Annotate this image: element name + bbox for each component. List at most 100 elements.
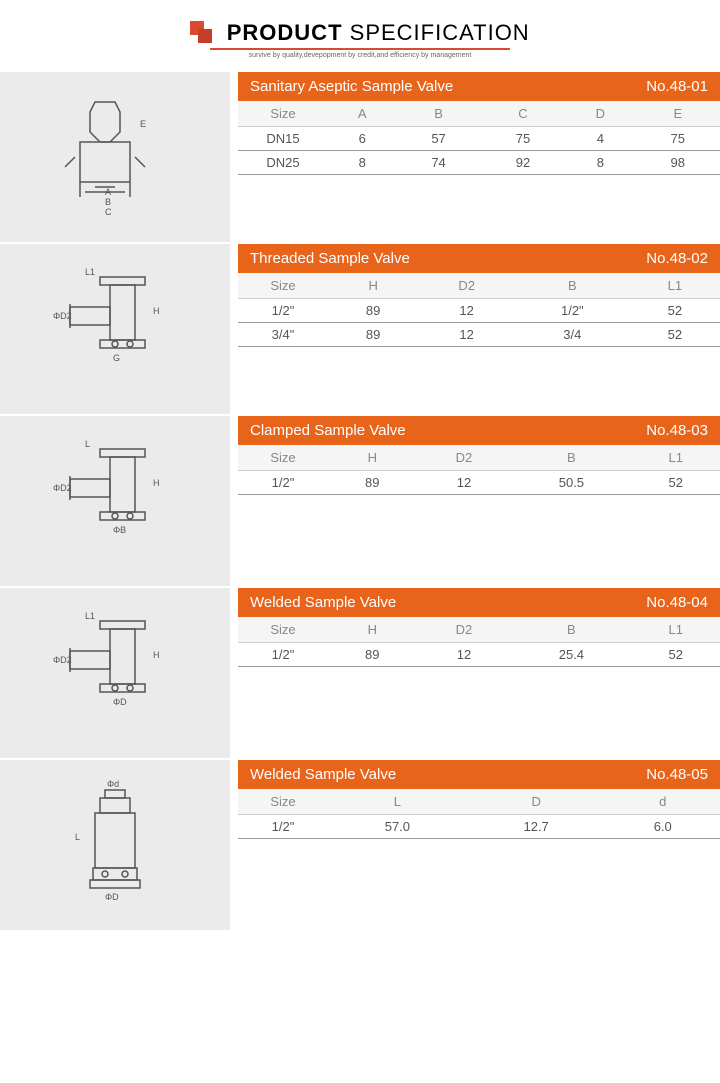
spec-table: Welded Sample Valve No.48-04 SizeHD2BL1 … [238,588,720,758]
column-header: B [396,101,480,127]
logo-subtitle: survive by quality,devepopment by credit… [190,52,529,59]
svg-text:H: H [153,478,160,488]
column-header: H [328,617,417,643]
svg-text:ΦD2: ΦD2 [53,655,72,665]
column-header: H [328,273,418,299]
table-cell: 75 [481,127,565,151]
table-cell: 75 [636,127,720,151]
logo-text: PRODUCT SPECIFICATION [227,20,530,46]
spec-title-bar: Clamped Sample Valve No.48-03 [238,416,720,445]
table-row: DN2587492898 [238,151,720,175]
spec-number: No.48-04 [646,594,708,611]
column-header: L1 [631,617,720,643]
svg-text:G: G [113,353,120,363]
table-cell: 1/2" [238,471,328,495]
column-header: D2 [417,617,512,643]
table-cell: 50.5 [511,471,631,495]
table-cell: 57 [396,127,480,151]
spec-table: Welded Sample Valve No.48-05 SizeLDd 1/2… [238,760,720,930]
svg-text:ΦB: ΦB [113,525,126,535]
spec-title: Sanitary Aseptic Sample Valve [250,78,453,95]
table-cell: 1/2" [238,643,328,667]
table-cell: DN25 [238,151,328,175]
column-header: B [515,273,630,299]
svg-text:L: L [75,832,80,842]
column-header: D [467,789,606,815]
column-header: Size [238,445,328,471]
spec-section: Φd L ΦD Welded Sample Valve No.48-05 Siz… [0,760,720,930]
spec-title-bar: Welded Sample Valve No.48-05 [238,760,720,789]
column-header: Size [238,617,328,643]
spec-number: No.48-02 [646,250,708,267]
svg-text:H: H [153,306,160,316]
table-row: DN1565775475 [238,127,720,151]
spec-title: Welded Sample Valve [250,594,396,611]
svg-text:C: C [105,207,112,217]
table-cell: 1/2" [515,299,630,323]
column-header: B [511,445,631,471]
diagram-box: L ΦD2 H ΦB [0,416,230,586]
svg-text:ΦD: ΦD [113,697,127,707]
column-header: Size [238,101,328,127]
spec-section: L ΦD2 H ΦB Clamped Sample Valve No.48-03… [0,416,720,586]
table-cell: DN15 [238,127,328,151]
table-cell: 6.0 [606,815,720,839]
diagram-box: Φd L ΦD [0,760,230,930]
spec-section: L1 ΦD2 H G Threaded Sample Valve No.48-0… [0,244,720,414]
spec-title-bar: Sanitary Aseptic Sample Valve No.48-01 [238,72,720,101]
table-cell: 57.0 [328,815,467,839]
table-cell: 12 [417,471,512,495]
table-cell: 1/2" [238,299,328,323]
table-cell: 74 [396,151,480,175]
column-header: Size [238,273,328,299]
column-header: d [606,789,720,815]
table-cell: 3/4 [515,323,630,347]
column-header: L1 [630,273,720,299]
spec-number: No.48-05 [646,766,708,783]
table-cell: 52 [631,471,720,495]
svg-text:ΦD: ΦD [105,892,119,902]
table-cell: 89 [328,299,418,323]
svg-text:B: B [105,197,111,207]
column-header: C [481,101,565,127]
svg-text:Φd: Φd [107,779,119,789]
spec-title: Threaded Sample Valve [250,250,410,267]
svg-text:E: E [140,119,146,129]
column-header: L [328,789,467,815]
table-row: 1/2"57.012.76.0 [238,815,720,839]
table-row: 1/2"891225.452 [238,643,720,667]
diagram-box: A B C E [0,72,230,242]
spec-section: A B C E Sanitary Aseptic Sample Valve No… [0,72,720,242]
column-header: D2 [418,273,515,299]
table-cell: 3/4" [238,323,328,347]
table-cell: 89 [328,643,417,667]
svg-text:L1: L1 [85,267,95,277]
logo-icon [190,21,214,45]
spec-number: No.48-01 [646,78,708,95]
spec-title: Welded Sample Valve [250,766,396,783]
table-cell: 89 [328,471,417,495]
table-cell: 12.7 [467,815,606,839]
spec-title-bar: Threaded Sample Valve No.48-02 [238,244,720,273]
column-header: A [328,101,396,127]
column-header: B [511,617,631,643]
table-cell: 12 [417,643,512,667]
table-cell: 12 [418,323,515,347]
table-cell: 25.4 [511,643,631,667]
table-cell: 6 [328,127,396,151]
table-cell: 52 [631,643,720,667]
table-cell: 52 [630,323,720,347]
spec-number: No.48-03 [646,422,708,439]
spec-title-bar: Welded Sample Valve No.48-04 [238,588,720,617]
table-row: 3/4"89123/452 [238,323,720,347]
svg-text:ΦD2: ΦD2 [53,311,72,321]
column-header: L1 [631,445,720,471]
spec-table: Clamped Sample Valve No.48-03 SizeHD2BL1… [238,416,720,586]
table-row: 1/2"891250.552 [238,471,720,495]
column-header: Size [238,789,328,815]
column-header: D2 [417,445,512,471]
svg-text:L1: L1 [85,611,95,621]
table-cell: 98 [636,151,720,175]
table-cell: 8 [328,151,396,175]
svg-text:ΦD2: ΦD2 [53,483,72,493]
